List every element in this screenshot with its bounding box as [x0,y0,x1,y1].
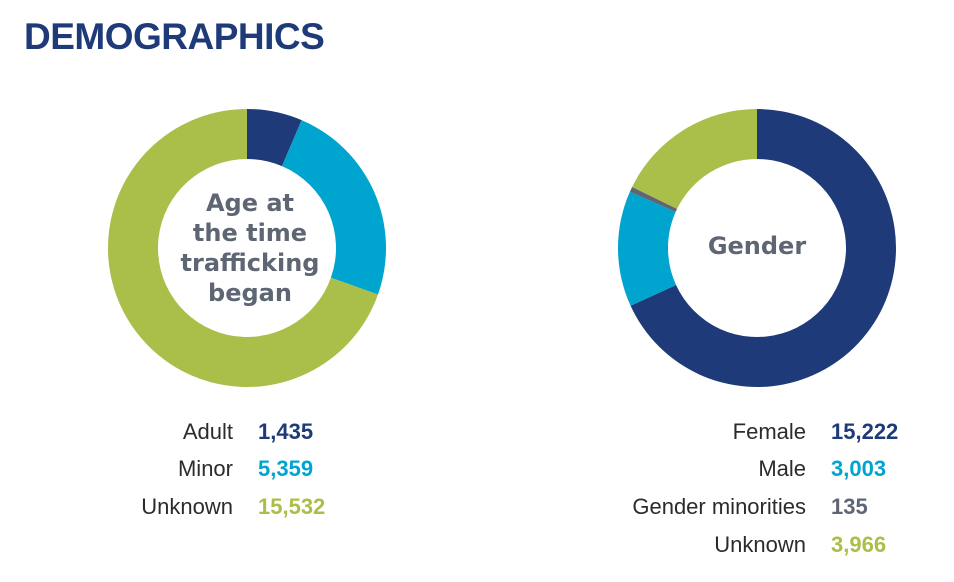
page-title: DEMOGRAPHICS [24,16,325,57]
legend-label: Unknown [141,494,233,519]
gender-title-line: Gender [707,232,807,260]
age-title-line: Age at [205,189,295,217]
legend-value: 3,003 [831,456,887,481]
legend-value: 5,359 [258,456,314,481]
age-title-line: the time [192,219,308,247]
legend-label: Unknown [714,532,806,557]
gender-legend-unknown: Unknown 3,966 [0,530,886,560]
legend-value: 135 [831,494,868,519]
legend-label: Female [732,419,806,444]
legend-label: Adult [182,419,233,444]
legend-label: Gender minorities [632,494,806,519]
age-title-line: trafficking [180,249,320,277]
legend-value: 15,532 [258,494,326,519]
legend-label: Minor [177,456,233,481]
age-slice-unknown [108,109,378,387]
age-legend-unknown: Unknown 15,532 [0,492,325,522]
legend-label: Male [758,456,806,481]
legend-value: 1,435 [258,419,314,444]
age-slice-minor [281,120,386,295]
age-chart-center-title: Age at the time trafficking began [180,188,320,308]
gender-legend-gender-minorities: Gender minorities 135 [0,492,867,522]
gender-chart-center-title: Gender [687,231,827,261]
age-legend-adult: Adult 1,435 [0,417,313,447]
legend-value: 3,966 [831,532,887,557]
age-legend-minor: Minor 5,359 [0,454,313,484]
age-slice-adult [247,109,302,167]
gender-legend-male: Male 3,003 [0,454,886,484]
legend-value: 15,222 [831,419,899,444]
age-title-line: began [208,279,292,307]
gender-legend-female: Female 15,222 [0,417,899,447]
